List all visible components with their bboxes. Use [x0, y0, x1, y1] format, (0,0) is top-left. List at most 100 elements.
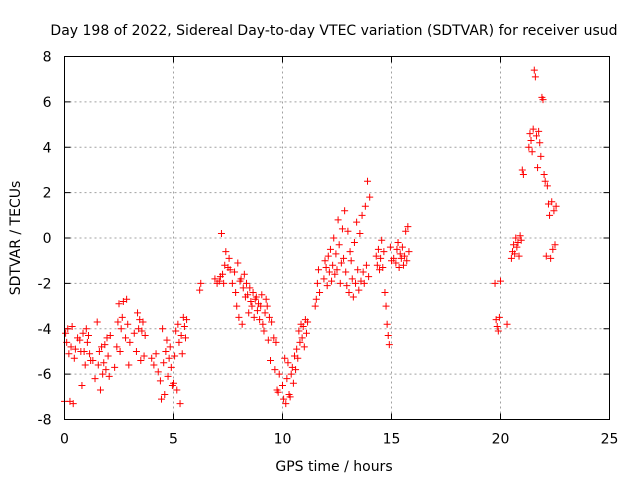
data-point: [344, 227, 352, 235]
data-point: [233, 302, 241, 310]
data-point: [226, 266, 234, 274]
data-point: [383, 320, 391, 328]
data-point: [262, 295, 270, 303]
data-point: [382, 302, 390, 310]
data-point: [332, 250, 340, 258]
data-point: [322, 263, 330, 271]
data-point: [364, 177, 372, 185]
data-point: [81, 361, 89, 369]
grid-lines: [64, 56, 610, 420]
data-point: [515, 252, 523, 260]
data-point: [491, 279, 499, 287]
data-point: [543, 182, 551, 190]
data-point: [114, 318, 122, 326]
data-point: [176, 400, 184, 408]
data-point: [99, 370, 107, 378]
data-point: [280, 395, 288, 403]
data-point: [304, 318, 312, 326]
data-point: [373, 261, 381, 269]
y-tick-label: 0: [43, 231, 52, 247]
data-point: [239, 284, 247, 292]
data-point: [175, 338, 183, 346]
data-point: [274, 388, 282, 396]
data-point: [220, 279, 228, 287]
data-point: [268, 318, 276, 326]
y-axis-label: SDTVAR / TECUs: [8, 181, 24, 296]
data-point: [362, 261, 370, 269]
data-point: [283, 375, 291, 383]
data-point: [279, 381, 286, 389]
data-point: [171, 352, 179, 360]
data-point: [333, 266, 341, 274]
data-point: [343, 282, 351, 290]
data-point: [346, 248, 354, 256]
data-point: [237, 275, 245, 283]
data-point: [345, 288, 353, 296]
data-point: [122, 334, 130, 342]
data-point: [354, 266, 362, 274]
x-axis-label: GPS time / hours: [275, 459, 392, 475]
data-point: [298, 334, 306, 342]
data-point: [300, 343, 308, 351]
data-point: [497, 277, 504, 285]
data-point: [154, 368, 162, 376]
data-point: [526, 130, 534, 138]
data-point: [531, 73, 539, 81]
data-point: [380, 248, 388, 256]
data-point: [86, 350, 94, 358]
data-point: [296, 338, 304, 346]
data-point: [542, 252, 550, 260]
data-point: [247, 298, 255, 306]
data-point: [335, 241, 343, 249]
data-point: [281, 354, 289, 362]
data-point: [349, 293, 357, 301]
data-point: [263, 302, 271, 310]
data-point: [549, 245, 557, 253]
data-point: [316, 288, 324, 296]
data-point: [245, 309, 253, 317]
data-point: [331, 270, 339, 278]
data-point: [355, 286, 363, 294]
data-point: [96, 386, 104, 394]
data-point: [219, 270, 227, 278]
data-point: [516, 232, 524, 240]
data-point: [374, 245, 382, 253]
data-point: [170, 379, 177, 387]
data-point: [249, 288, 257, 296]
data-point: [534, 164, 542, 172]
data-point: [159, 325, 167, 333]
data-point: [395, 263, 403, 271]
data-point: [235, 313, 243, 321]
data-point: [222, 248, 230, 256]
data-point: [272, 338, 280, 346]
data-point: [156, 377, 164, 385]
data-point: [124, 320, 132, 328]
data-point: [232, 288, 240, 296]
data-point: [117, 325, 125, 333]
data-point: [519, 170, 527, 178]
data-point: [550, 207, 558, 215]
data-point: [258, 291, 266, 299]
data-point: [325, 268, 333, 276]
data-point: [231, 268, 239, 276]
data-point: [329, 261, 337, 269]
data-point: [353, 218, 361, 226]
x-tick-label: 15: [383, 432, 401, 448]
data-point: [152, 350, 160, 358]
data-point: [551, 241, 559, 249]
data-point: [67, 343, 75, 351]
data-point: [282, 400, 290, 408]
data-point: [264, 336, 272, 344]
data-point: [166, 343, 174, 351]
data-point: [240, 270, 248, 278]
data-point: [338, 225, 346, 233]
data-point: [377, 254, 385, 262]
data-point: [398, 243, 406, 251]
data-point: [165, 354, 173, 362]
data-point: [183, 316, 191, 324]
y-tick-labels: -8 -6 -4 -2 0 2 4 6 8: [38, 50, 52, 429]
data-point: [118, 313, 126, 321]
data-point: [324, 252, 332, 260]
data-point: [293, 345, 301, 353]
x-tick-label: 25: [601, 432, 619, 448]
